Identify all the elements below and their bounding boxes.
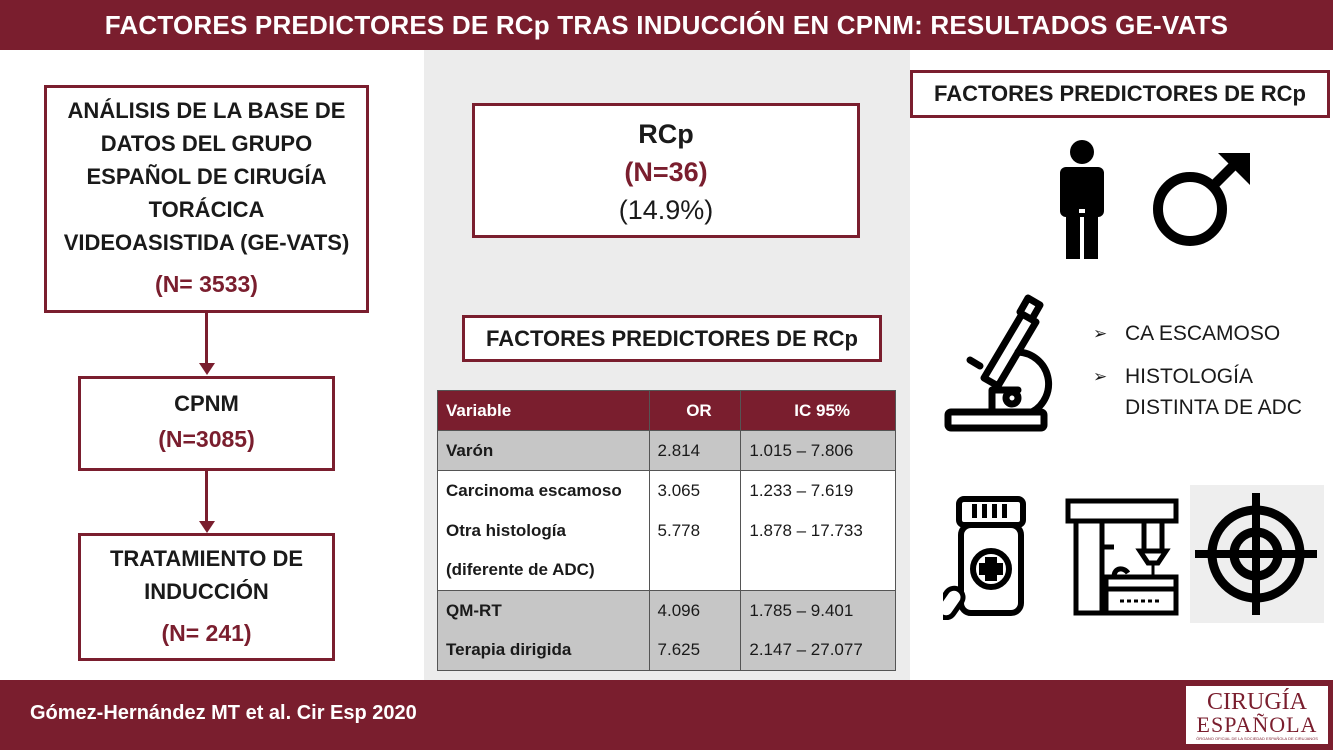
citation: Gómez-Hernández MT et al. Cir Esp 2020: [30, 702, 417, 724]
table-row: Terapia dirigida 7.625 2.147 – 27.077: [437, 630, 896, 671]
table-cell-variable: Carcinoma escamoso: [437, 470, 650, 511]
bullet-item-continued: DISTINTA DE ADC: [1093, 392, 1302, 423]
flow-box-induction-line: TRATAMIENTO DE: [109, 546, 304, 571]
table-header-row: Variable OR IC 95%: [437, 390, 896, 431]
table-cell-ci: 1.233 – 7.619: [740, 470, 896, 511]
bullet-text: DISTINTA DE ADC: [1125, 396, 1302, 419]
table-cell-or: 4.096: [648, 590, 742, 631]
flow-box-cpnm-label: CPNM: [174, 391, 239, 416]
flow-arrow-2-head: [199, 521, 215, 533]
flow-box-database-count: (N= 3533): [155, 271, 258, 297]
flow-box-database-line: ANÁLISIS DE LA BASE DE: [67, 98, 346, 123]
table-cell-variable: QM-RT: [437, 590, 650, 631]
predictors-heading: FACTORES PREDICTORES DE RCp: [462, 315, 882, 362]
predictors-heading-text: FACTORES PREDICTORES DE RCp: [485, 325, 858, 351]
flow-box-cpnm: CPNM (N=3085): [78, 376, 335, 471]
table-cell-or: 3.065: [648, 470, 742, 511]
journal-logo: CIRUGÍA ESPAÑOLA ÓRGANO OFICIAL DE LA SO…: [1186, 686, 1328, 744]
table-row: Varón 2.814 1.015 – 7.806: [437, 430, 896, 471]
table-row: (diferente de ADC): [437, 550, 896, 591]
table-cell-or: 7.625: [648, 630, 742, 671]
radiotherapy-machine-icon: [1065, 498, 1179, 616]
bullet-text: CA ESCAMOSO: [1125, 322, 1281, 345]
footer: Gómez-Hernández MT et al. Cir Esp 2020: [0, 680, 1333, 750]
table-row: QM-RT 4.096 1.785 – 9.401: [437, 590, 896, 631]
table-cell-or: 2.814: [648, 430, 742, 471]
table-cell-variable: Terapia dirigida: [437, 630, 650, 671]
page-title: FACTORES PREDICTORES DE RCp TRAS INDUCCI…: [104, 9, 1229, 40]
table-cell-ci: 1.878 – 17.733: [740, 510, 896, 551]
flow-box-cpnm-count: (N=3085): [158, 426, 255, 452]
table-header: IC 95%: [740, 390, 896, 431]
odds-ratio-table: Variable OR IC 95% Varón 2.814 1.015 – 7…: [437, 390, 896, 671]
flow-box-database-line: TORÁCICA: [148, 197, 265, 222]
right-predictors-heading-text: FACTORES PREDICTORES DE RCp: [933, 81, 1306, 106]
table-cell-variable: Varón: [437, 430, 650, 471]
target-icon: [1190, 485, 1324, 623]
table-header: OR: [648, 390, 742, 431]
flow-box-database-line: VIDEOASISTIDA (GE-VATS): [63, 230, 350, 255]
logo-line-2: ESPAÑOLA: [1196, 712, 1318, 737]
man-icon: [1060, 140, 1104, 259]
bullet-arrow-icon: ➢: [1093, 324, 1108, 343]
male-symbol-icon: [1153, 153, 1250, 246]
table-cell-or: [648, 550, 742, 591]
bullet-text: HISTOLOGÍA: [1125, 365, 1253, 388]
rcp-percent: (14.9%): [618, 195, 714, 225]
right-predictors-heading: FACTORES PREDICTORES DE RCp: [910, 70, 1330, 118]
table-cell-ci: 1.785 – 9.401: [740, 590, 896, 631]
flow-box-database: ANÁLISIS DE LA BASE DE DATOS DEL GRUPO E…: [44, 85, 369, 313]
flow-arrow-2: [205, 471, 208, 523]
flow-box-database-line: ESPAÑOL DE CIRUGÍA: [86, 164, 327, 189]
rcp-box: RCp (N=36) (14.9%): [472, 103, 860, 238]
table-cell-variable: (diferente de ADC): [437, 550, 650, 591]
table-cell-ci: [740, 550, 896, 591]
bullet-item: ➢ HISTOLOGÍA: [1093, 361, 1302, 392]
flow-box-database-line: DATOS DEL GRUPO: [100, 131, 313, 156]
table-row: Carcinoma escamoso 3.065 1.233 – 7.619: [437, 470, 896, 511]
rcp-label: RCp: [638, 119, 694, 149]
bullet-arrow-icon: ➢: [1093, 367, 1108, 386]
table-row: Otra histología 5.778 1.878 – 17.733: [437, 510, 896, 551]
flow-box-induction-count: (N= 241): [161, 620, 252, 646]
table-header: Variable: [437, 390, 650, 431]
table-cell-ci: 2.147 – 27.077: [740, 630, 896, 671]
table-cell-variable: Otra histología: [437, 510, 650, 551]
flow-box-induction-line: INDUCCIÓN: [144, 579, 269, 604]
table-cell-ci: 1.015 – 7.806: [740, 430, 896, 471]
flow-box-induction: TRATAMIENTO DE INDUCCIÓN (N= 241): [78, 533, 335, 661]
table-cell-or: 5.778: [648, 510, 742, 551]
flow-arrow-1: [205, 313, 208, 365]
logo-line-1: CIRUGÍA: [1207, 689, 1307, 715]
rcp-count: (N=36): [624, 157, 708, 187]
microscope-icon: [944, 294, 1053, 432]
bullet-item: ➢ CA ESCAMOSO: [1093, 318, 1302, 349]
logo-line-3: ÓRGANO OFICIAL DE LA SOCIEDAD ESPAÑOLA D…: [1196, 736, 1318, 741]
flow-arrow-1-head: [199, 363, 215, 375]
medicine-bottle-icon: [943, 496, 1026, 620]
predictor-bullets: ➢ CA ESCAMOSO ➢ HISTOLOGÍA DISTINTA DE A…: [1093, 318, 1302, 423]
title-bar: FACTORES PREDICTORES DE RCp TRAS INDUCCI…: [0, 0, 1333, 50]
